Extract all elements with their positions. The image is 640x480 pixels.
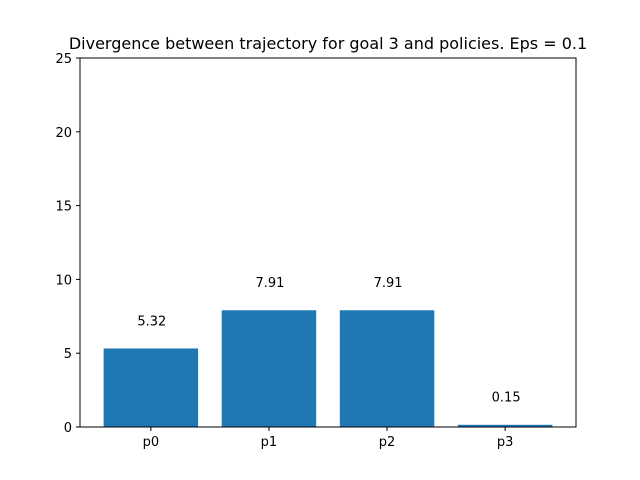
y-tick-label-5: 5 bbox=[64, 347, 72, 362]
x-tick-label-p0: p0 bbox=[143, 435, 160, 450]
data-label-p1: 7.91 bbox=[255, 276, 284, 291]
y-tick-label-15: 15 bbox=[55, 200, 72, 215]
bars-group bbox=[103, 310, 553, 427]
y-tick-label-20: 20 bbox=[55, 126, 72, 141]
data-label-p3: 0.15 bbox=[492, 391, 521, 406]
y-tick-label-10: 10 bbox=[55, 273, 72, 288]
bar-p0 bbox=[103, 348, 199, 427]
bar-p3 bbox=[457, 424, 553, 427]
y-tick-label-0: 0 bbox=[64, 421, 72, 436]
bar-p1 bbox=[221, 310, 317, 427]
x-tick-label-p2: p2 bbox=[379, 435, 396, 450]
x-tick-label-p1: p1 bbox=[261, 435, 278, 450]
data-label-p2: 7.91 bbox=[374, 276, 403, 291]
x-axis: p0 p1 p2 p3 bbox=[143, 427, 514, 450]
data-label-p0: 5.32 bbox=[137, 314, 166, 329]
bar-p2 bbox=[339, 310, 435, 427]
chart-title: Divergence between trajectory for goal 3… bbox=[69, 34, 587, 53]
plot-frame bbox=[79, 57, 577, 428]
y-axis: 0 5 10 15 20 25 bbox=[55, 52, 80, 436]
x-tick-label-p3: p3 bbox=[497, 435, 514, 450]
y-tick-label-25: 25 bbox=[55, 52, 72, 67]
data-labels-group: 5.32 7.91 7.91 0.15 bbox=[137, 276, 520, 406]
